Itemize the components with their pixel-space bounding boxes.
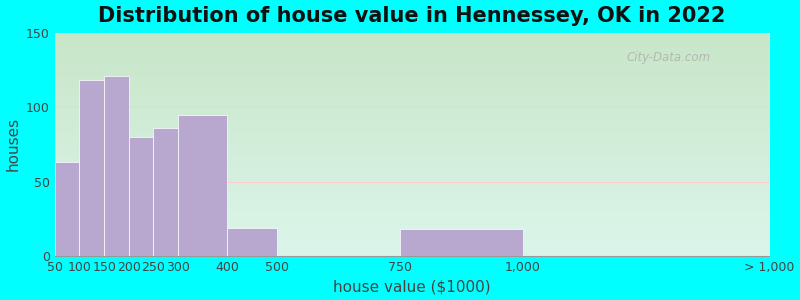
Bar [154,128,178,256]
Bar [79,80,104,256]
Bar [55,162,79,256]
Title: Distribution of house value in Hennessey, OK in 2022: Distribution of house value in Hennessey… [98,6,726,26]
Bar [104,76,129,256]
X-axis label: house value ($1000): house value ($1000) [334,279,491,294]
Text: City-Data.com: City-Data.com [626,50,710,64]
Y-axis label: houses: houses [6,117,21,171]
Bar [178,115,227,256]
Bar [227,228,277,256]
Bar [129,137,154,256]
Bar [400,229,523,256]
